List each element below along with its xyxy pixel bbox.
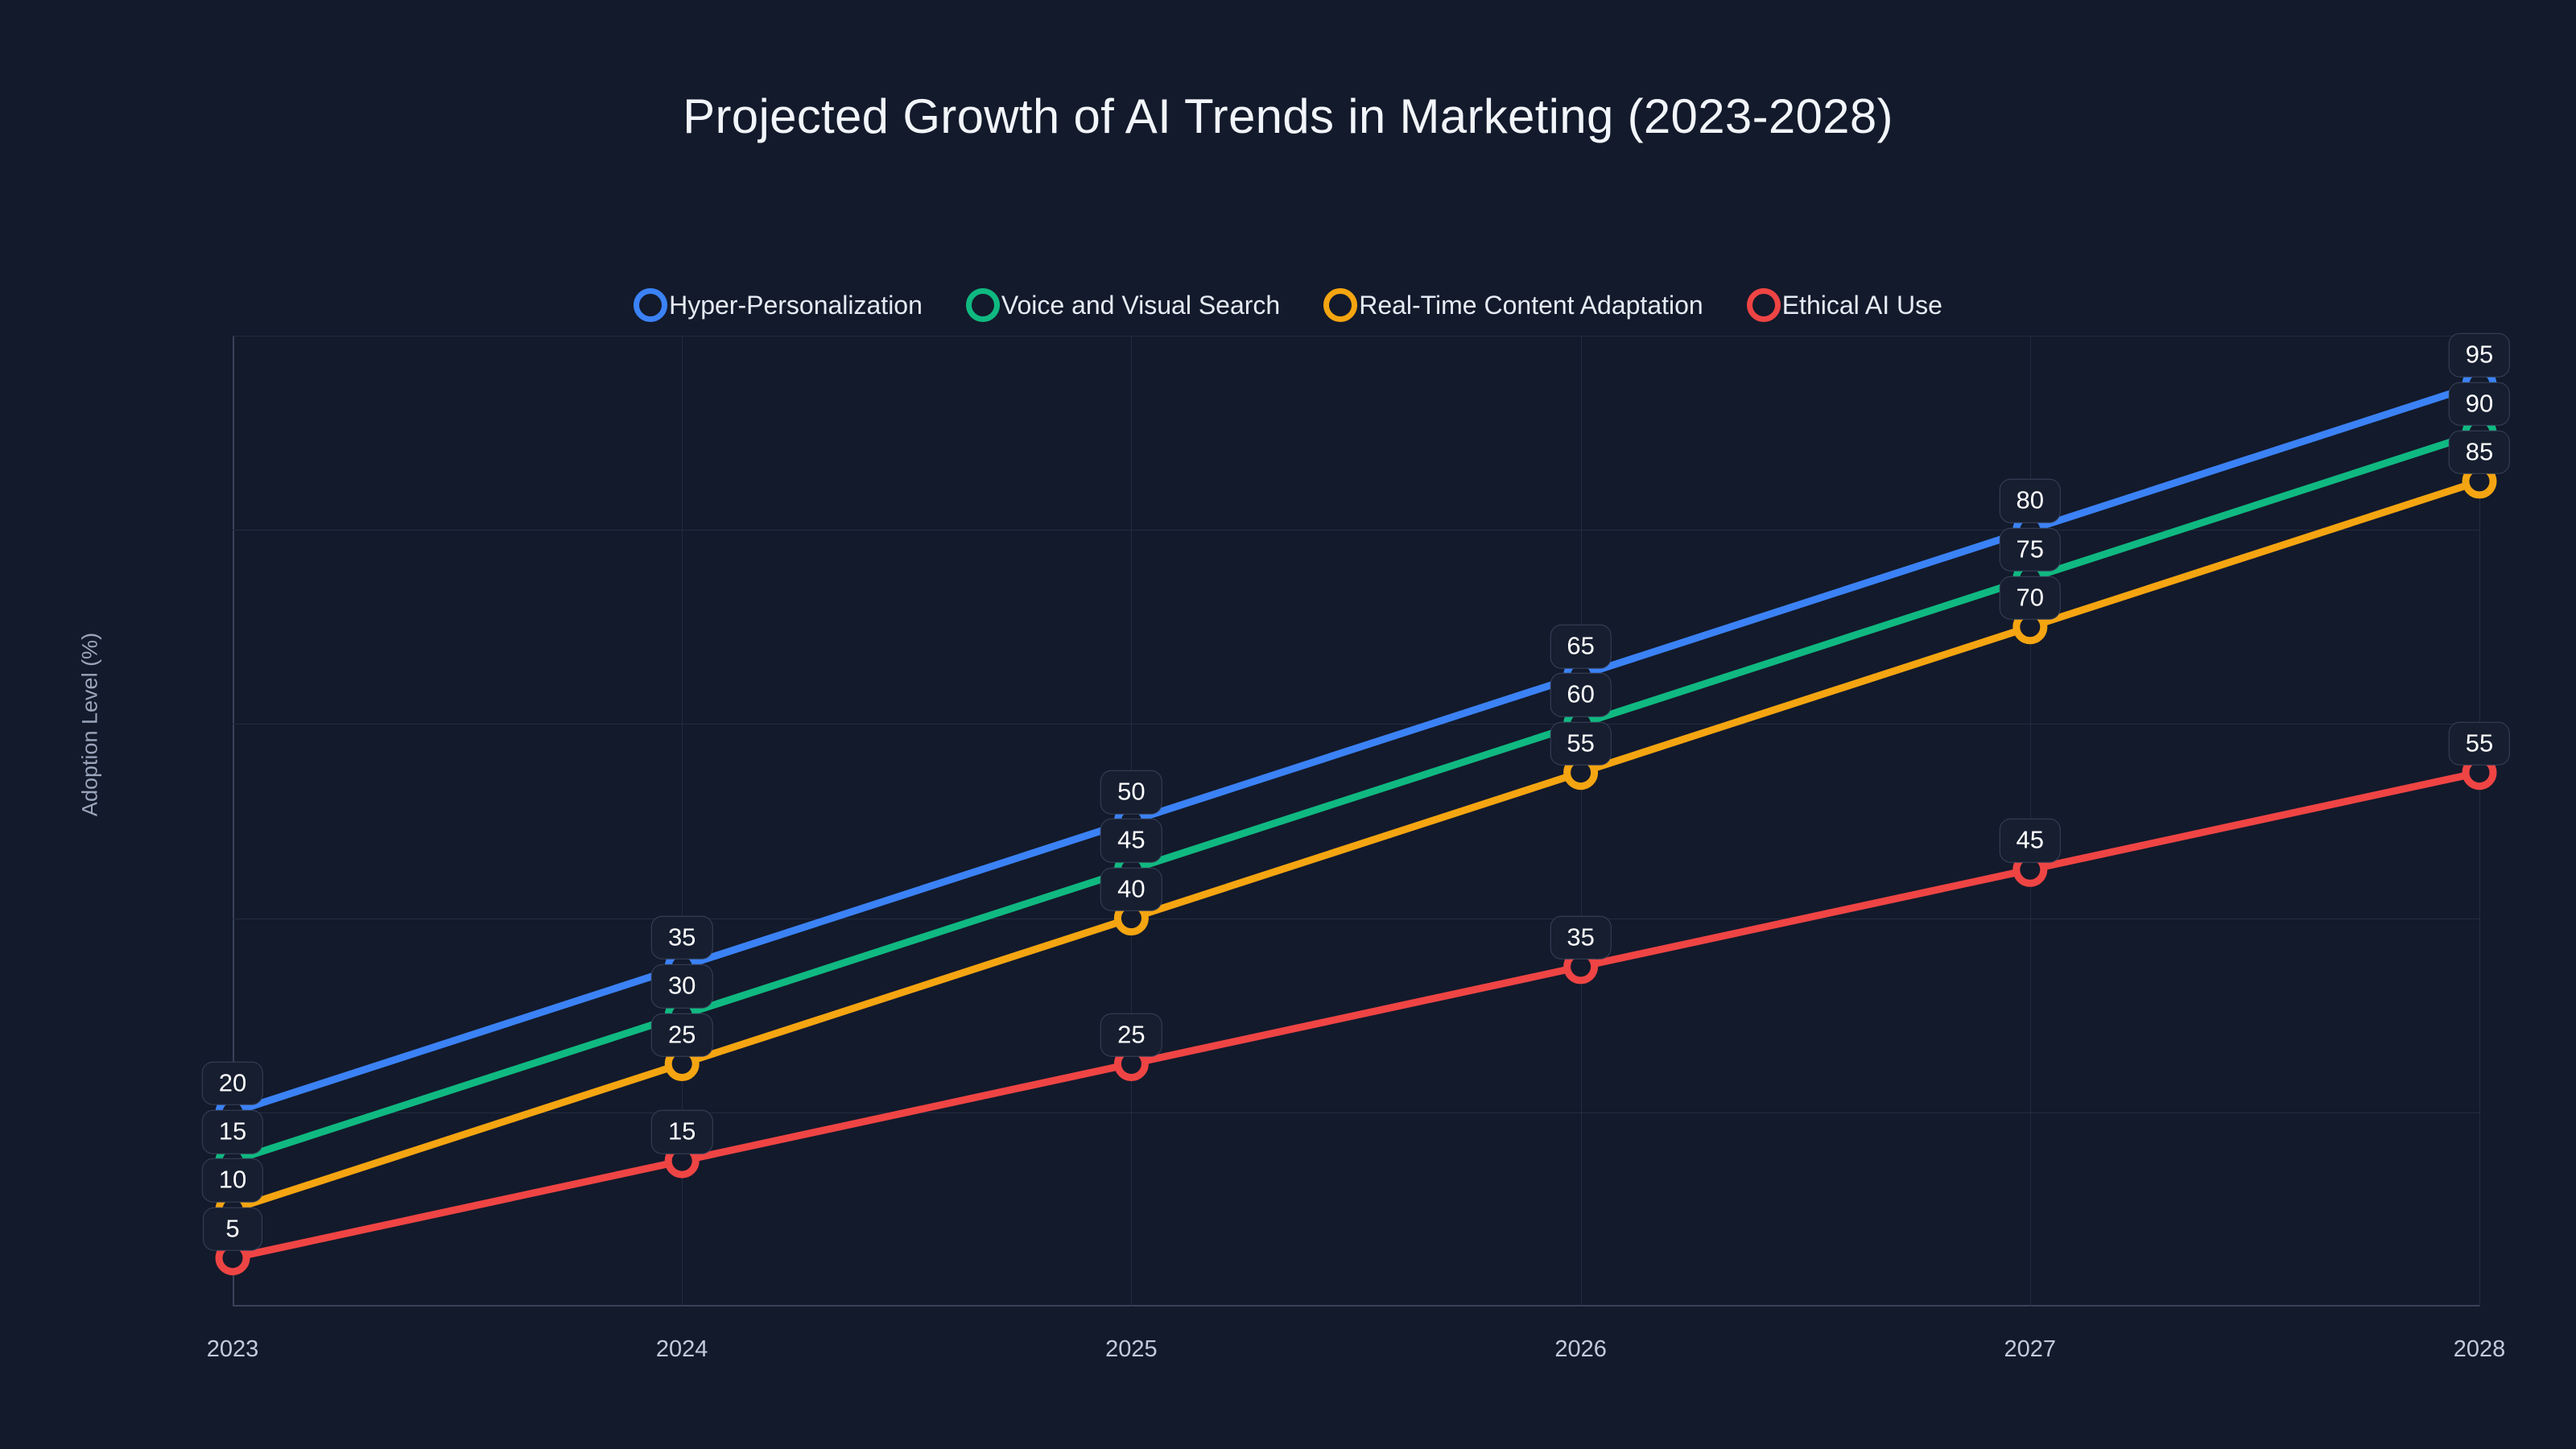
data-point-label: 65 bbox=[1550, 624, 1612, 669]
data-point-label: 85 bbox=[2448, 430, 2511, 475]
legend-label: Voice and Visual Search bbox=[1001, 290, 1281, 320]
data-point-label: 50 bbox=[1100, 770, 1162, 815]
data-point-label: 80 bbox=[1999, 478, 2062, 523]
x-axis-tick-label: 2025 bbox=[1105, 1336, 1158, 1362]
x-axis-tick-label: 2028 bbox=[2453, 1336, 2506, 1362]
x-axis-tick-label: 2027 bbox=[2004, 1336, 2057, 1362]
x-axis-tick-label: 2023 bbox=[206, 1336, 259, 1362]
series-line bbox=[229, 769, 2483, 1262]
data-point-label: 5 bbox=[203, 1207, 262, 1251]
data-point-label: 35 bbox=[650, 915, 713, 960]
data-point-label: 25 bbox=[1100, 1013, 1162, 1057]
legend-item[interactable]: Voice and Visual Search bbox=[965, 288, 1281, 322]
x-axis-tick-label: 2026 bbox=[1554, 1336, 1607, 1362]
data-point-label: 60 bbox=[1550, 673, 1612, 717]
data-point-label: 70 bbox=[1999, 576, 2062, 621]
legend-item[interactable]: Hyper-Personalization bbox=[634, 288, 923, 322]
data-point-label: 30 bbox=[650, 964, 713, 1009]
data-point-label: 55 bbox=[1550, 721, 1612, 766]
legend-label: Hyper-Personalization bbox=[669, 290, 923, 320]
data-point-label: 75 bbox=[1999, 527, 2062, 572]
data-point-label: 35 bbox=[1550, 915, 1612, 960]
data-point-label: 55 bbox=[2448, 721, 2511, 766]
gridline-vertical bbox=[2479, 336, 2480, 1307]
chart-legend: Hyper-Personalization Voice and Visual Se… bbox=[0, 288, 2576, 322]
circle-ring-icon bbox=[1323, 288, 1358, 322]
circle-ring-icon bbox=[634, 288, 668, 322]
series-lines bbox=[215, 366, 2497, 1276]
chart-title: Projected Growth of AI Trends in Marketi… bbox=[683, 89, 1893, 143]
data-point-label: 10 bbox=[201, 1158, 264, 1203]
data-point-label: 25 bbox=[650, 1013, 713, 1057]
data-point-label: 45 bbox=[1100, 819, 1162, 863]
legend-item[interactable]: Ethical AI Use bbox=[1746, 288, 1942, 322]
data-point-label: 90 bbox=[2448, 382, 2511, 426]
circle-ring-icon bbox=[1746, 288, 1781, 322]
data-point-label: 45 bbox=[1999, 819, 2062, 863]
gridline-vertical bbox=[1580, 336, 1582, 1307]
series-line bbox=[229, 477, 2483, 1213]
data-point-label: 20 bbox=[201, 1061, 264, 1106]
data-point-label: 40 bbox=[1100, 867, 1162, 911]
legend-label: Real-Time Content Adaptation bbox=[1359, 290, 1703, 320]
circle-ring-icon bbox=[965, 288, 1000, 322]
data-point-label: 15 bbox=[650, 1109, 713, 1154]
legend-item[interactable]: Real-Time Content Adaptation bbox=[1323, 288, 1703, 322]
series-line bbox=[229, 380, 2483, 1117]
plot-area: 20 15 10 5 35 30 25 15 50 45 40 25 65 60 55 35 80 75 70 45 9… bbox=[201, 333, 2511, 1307]
x-axis-line bbox=[233, 1305, 2479, 1307]
gridline-vertical bbox=[682, 336, 683, 1307]
x-axis-tick-label: 2024 bbox=[655, 1336, 708, 1362]
data-point-label: 95 bbox=[2448, 333, 2511, 378]
y-axis-title: Adoption Level (%) bbox=[77, 632, 102, 817]
y-axis-line bbox=[233, 336, 234, 1307]
series-line bbox=[229, 429, 2483, 1165]
data-point-label: 15 bbox=[201, 1109, 264, 1154]
legend-label: Ethical AI Use bbox=[1781, 290, 1942, 320]
